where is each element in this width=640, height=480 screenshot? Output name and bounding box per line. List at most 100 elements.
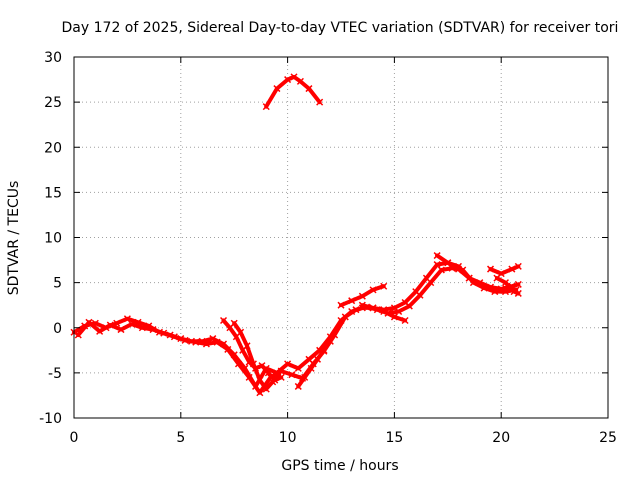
- data-point: [307, 364, 315, 372]
- y-tick-label: 20: [44, 140, 62, 156]
- data-point: [369, 286, 377, 294]
- series-track-h: [433, 252, 473, 282]
- series-line: [435, 253, 472, 281]
- data-point: [427, 279, 435, 287]
- data-point: [269, 378, 277, 386]
- y-tick-label: 0: [53, 321, 62, 337]
- data-point: [348, 297, 356, 305]
- data-point: [444, 259, 452, 267]
- series-line: [488, 264, 521, 276]
- data-point: [256, 376, 264, 384]
- x-tick-label: 20: [492, 430, 510, 446]
- data-point: [192, 338, 200, 346]
- data-point: [486, 265, 495, 273]
- data-point: [493, 274, 501, 282]
- data-point: [369, 304, 377, 312]
- x-axis-label: GPS time / hours: [281, 458, 398, 474]
- data-point: [501, 288, 510, 296]
- data-point: [256, 389, 264, 397]
- series-layer: [70, 73, 522, 397]
- data-point: [284, 76, 292, 84]
- data-point: [219, 316, 228, 325]
- x-tick-label: 10: [279, 430, 297, 446]
- series-line: [494, 276, 521, 296]
- data-point: [275, 371, 283, 379]
- data-point: [288, 371, 296, 379]
- series-track-b: [74, 264, 520, 397]
- data-point: [170, 333, 178, 341]
- data-point: [514, 280, 522, 288]
- y-tick-label: 5: [53, 276, 62, 292]
- data-point: [326, 337, 334, 345]
- data-point: [501, 279, 510, 287]
- data-point: [331, 331, 339, 339]
- data-point: [284, 360, 292, 368]
- data-point: [395, 307, 403, 316]
- ticks: 0 5 10 15 20 25 -10 -5 0 5 10 15 20 25 30: [39, 50, 617, 446]
- chart-title: Day 172 of 2025, Sidereal Day-to-day VTE…: [62, 20, 619, 36]
- series-track-d: [230, 319, 283, 393]
- data-point: [294, 382, 302, 390]
- data-point: [380, 282, 388, 290]
- data-point: [352, 306, 360, 314]
- data-point: [149, 326, 157, 334]
- data-point: [123, 315, 131, 323]
- data-point: [243, 342, 251, 350]
- data-point: [138, 324, 146, 332]
- data-point: [337, 301, 345, 309]
- y-tick-label: -10: [39, 411, 62, 427]
- series-track-k: [262, 73, 324, 111]
- data-point: [510, 288, 518, 296]
- data-point: [358, 292, 366, 300]
- data-point: [249, 360, 257, 368]
- data-point: [262, 385, 270, 393]
- data-point: [85, 318, 93, 326]
- data-point: [117, 326, 125, 334]
- y-tick-label: 25: [44, 95, 62, 111]
- data-point: [290, 73, 298, 81]
- data-point: [181, 336, 189, 344]
- y-tick-label: 30: [44, 50, 62, 66]
- data-point: [234, 360, 243, 368]
- data-point: [74, 331, 82, 339]
- data-point: [433, 252, 441, 260]
- data-point: [258, 362, 266, 370]
- data-point: [508, 265, 516, 273]
- data-point: [160, 329, 168, 337]
- series-track-i: [486, 262, 522, 278]
- data-point: [301, 373, 309, 381]
- data-point: [313, 355, 322, 363]
- data-point: [320, 346, 328, 354]
- data-point: [264, 369, 272, 377]
- data-point: [273, 85, 281, 93]
- data-point: [416, 291, 424, 299]
- series-track-e: [294, 337, 334, 390]
- data-point: [224, 345, 232, 353]
- data-point: [390, 313, 398, 321]
- data-point: [514, 289, 522, 297]
- data-point: [106, 321, 114, 329]
- data-point: [296, 77, 304, 85]
- data-point: [96, 327, 104, 335]
- data-point: [480, 284, 488, 292]
- series-track-j: [493, 274, 522, 297]
- data-point: [202, 340, 210, 348]
- data-point: [401, 316, 409, 325]
- data-point: [237, 328, 245, 336]
- x-tick-label: 0: [70, 430, 79, 446]
- data-point: [433, 261, 441, 269]
- data-point: [454, 265, 463, 273]
- x-tick-label: 15: [385, 430, 403, 446]
- data-point: [358, 301, 366, 309]
- data-point: [294, 364, 302, 372]
- data-point: [514, 262, 522, 270]
- data-point: [262, 103, 270, 111]
- data-point: [405, 302, 413, 310]
- data-point: [230, 319, 238, 327]
- data-point: [245, 373, 253, 381]
- grid: [74, 57, 608, 418]
- series-track-g: [358, 301, 409, 325]
- data-point: [437, 266, 445, 274]
